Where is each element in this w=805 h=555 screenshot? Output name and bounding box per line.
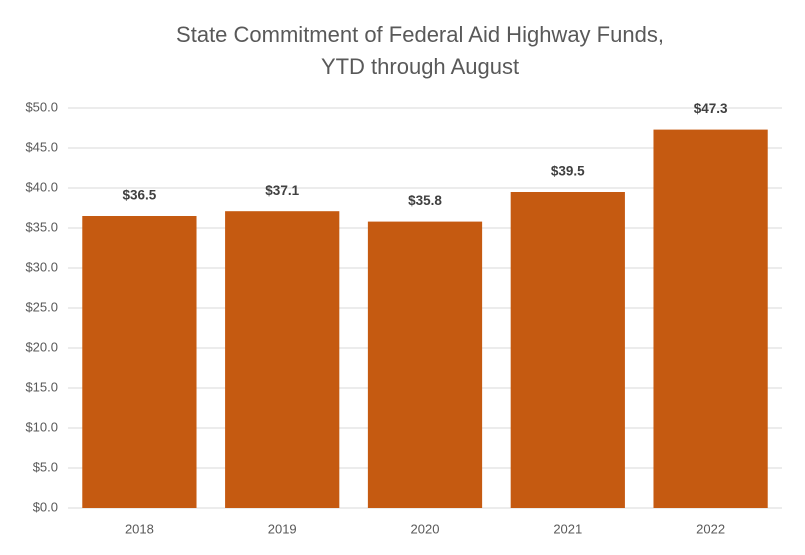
value-label: $37.1 xyxy=(265,183,299,198)
y-tick-label: $5.0 xyxy=(33,459,58,474)
bar xyxy=(82,216,197,508)
x-tick-label: 2019 xyxy=(268,521,297,536)
value-label: $47.3 xyxy=(694,101,728,116)
x-tick-label: 2021 xyxy=(553,521,582,536)
y-tick-label: $50.0 xyxy=(25,99,58,114)
bar xyxy=(510,192,625,508)
y-tick-label: $15.0 xyxy=(25,379,58,394)
value-label: $36.5 xyxy=(123,188,157,203)
x-tick-label: 2022 xyxy=(696,521,725,536)
y-tick-label: $25.0 xyxy=(25,299,58,314)
bar xyxy=(367,221,483,508)
chart-title: YTD through August xyxy=(321,54,519,79)
bar xyxy=(225,211,340,508)
y-tick-label: $35.0 xyxy=(25,219,58,234)
value-label: $35.8 xyxy=(408,193,442,208)
y-tick-label: $30.0 xyxy=(25,259,58,274)
value-label: $39.5 xyxy=(551,164,585,179)
chart-title: State Commitment of Federal Aid Highway … xyxy=(176,22,664,47)
y-tick-label: $10.0 xyxy=(25,419,58,434)
y-tick-label: $0.0 xyxy=(33,499,58,514)
x-tick-label: 2020 xyxy=(411,521,440,536)
y-tick-label: $40.0 xyxy=(25,179,58,194)
x-tick-label: 2018 xyxy=(125,521,154,536)
y-tick-label: $45.0 xyxy=(25,139,58,154)
y-tick-label: $20.0 xyxy=(25,339,58,354)
bar xyxy=(653,129,768,508)
